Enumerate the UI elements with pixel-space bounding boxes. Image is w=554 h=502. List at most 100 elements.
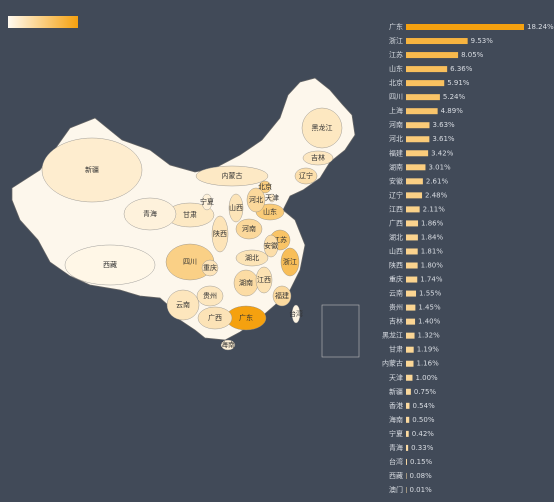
category-label: 上海 — [389, 106, 403, 115]
category-label: 内蒙古 — [382, 359, 403, 368]
category-label: 江苏 — [389, 50, 403, 59]
category-label: 重庆 — [389, 275, 403, 284]
value-label: 0.01% — [410, 486, 433, 494]
province-region — [41, 137, 143, 203]
bar — [406, 122, 430, 129]
province-label: 山西 — [229, 203, 243, 212]
value-label: 3.63% — [432, 121, 455, 129]
province-region — [201, 193, 213, 211]
province-region — [291, 304, 301, 324]
province-label: 甘肃 — [183, 210, 197, 219]
category-label: 四川 — [389, 93, 403, 101]
category-label: 陕西 — [389, 261, 403, 270]
value-label: 0.08% — [410, 472, 433, 480]
province-label: 浙江 — [283, 257, 297, 266]
province-label: 湖北 — [245, 253, 259, 262]
value-label: 1.81% — [421, 247, 444, 255]
bar — [406, 52, 459, 59]
category-label: 甘肃 — [389, 345, 403, 354]
bar — [406, 388, 411, 395]
value-label: 3.42% — [431, 149, 454, 157]
province-label: 云南 — [176, 300, 190, 309]
value-label: 2.61% — [426, 177, 449, 185]
category-label: 云南 — [389, 289, 403, 298]
province-region — [258, 180, 272, 194]
bar — [406, 136, 430, 143]
value-label: 3.61% — [432, 135, 455, 143]
province-label: 陕西 — [213, 229, 227, 238]
category-label: 广西 — [389, 218, 403, 227]
category-label: 广东 — [389, 22, 403, 31]
province-label: 河北 — [249, 196, 263, 204]
value-label: 8.05% — [461, 51, 484, 59]
value-label: 1.84% — [421, 233, 444, 241]
bar — [406, 318, 416, 325]
category-label: 宁夏 — [389, 429, 403, 438]
value-label: 2.48% — [425, 191, 448, 199]
province-label: 福建 — [275, 291, 289, 300]
bar — [406, 150, 429, 157]
bar — [406, 108, 438, 115]
province-label: 广西 — [208, 313, 222, 322]
bar — [406, 304, 416, 311]
value-label: 1.45% — [418, 304, 441, 312]
category-label: 湖南 — [389, 162, 403, 171]
category-label: 安徽 — [389, 176, 403, 185]
category-label: 湖北 — [389, 232, 403, 241]
category-label: 浙江 — [389, 36, 403, 45]
province-label: 海南 — [221, 340, 235, 349]
province-label: 河南 — [242, 224, 256, 233]
bar — [406, 444, 409, 451]
bar — [406, 458, 407, 465]
bar — [406, 94, 440, 101]
bar — [406, 332, 415, 339]
province-label: 黑龙江 — [312, 123, 333, 132]
bar — [406, 24, 524, 30]
bar — [406, 80, 445, 87]
province-label: 天津 — [265, 194, 279, 202]
south-sea-inset — [321, 304, 360, 358]
bar — [406, 262, 418, 269]
bar — [406, 178, 423, 185]
bar — [406, 486, 407, 493]
value-label: 1.74% — [420, 276, 443, 284]
bar — [406, 192, 423, 199]
province-label: 吉林 — [311, 153, 325, 162]
category-label: 台湾 — [389, 457, 403, 466]
province-label: 西藏 — [103, 260, 117, 269]
province-region — [64, 244, 156, 286]
province-region — [268, 193, 276, 203]
bar — [406, 220, 419, 227]
value-label: 5.24% — [443, 93, 466, 101]
province-region — [272, 285, 292, 307]
bar — [406, 346, 414, 353]
category-label: 江西 — [389, 205, 403, 213]
bar — [406, 248, 418, 255]
province-label: 青海 — [143, 209, 157, 218]
value-label: 0.42% — [412, 430, 435, 438]
value-label: 18.24% — [527, 23, 554, 31]
category-label: 山东 — [389, 64, 403, 73]
category-label: 辽宁 — [389, 190, 403, 199]
bar — [406, 416, 410, 423]
province-label: 广东 — [239, 313, 253, 322]
province-label: 四川 — [183, 258, 197, 266]
province-region — [123, 197, 177, 231]
bars-and-labels: 广东 18.24% 浙江 9.53% 江苏 8.05% 山东 6.36% 北京 5.91% 四川 5.… — [382, 22, 554, 494]
bar — [406, 472, 407, 479]
value-label: 5.91% — [447, 79, 470, 87]
province-region — [166, 289, 200, 321]
category-label: 福建 — [389, 148, 403, 157]
province-label: 辽宁 — [299, 171, 313, 180]
value-label: 0.33% — [411, 444, 434, 452]
bar — [406, 66, 448, 73]
category-label: 天津 — [389, 374, 403, 382]
province-label: 江苏 — [273, 235, 287, 244]
bar — [406, 290, 417, 297]
province-region — [263, 234, 279, 258]
value-label: 1.55% — [419, 290, 442, 298]
province-region — [197, 306, 233, 330]
